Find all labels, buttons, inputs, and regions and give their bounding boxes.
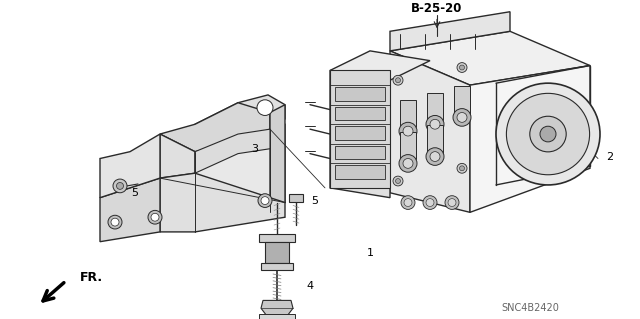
Circle shape bbox=[448, 199, 456, 206]
Circle shape bbox=[403, 126, 413, 136]
FancyBboxPatch shape bbox=[335, 165, 385, 179]
Text: B-25-20: B-25-20 bbox=[412, 2, 463, 15]
Ellipse shape bbox=[506, 93, 589, 175]
FancyBboxPatch shape bbox=[454, 86, 470, 114]
Text: 2: 2 bbox=[607, 152, 614, 161]
FancyBboxPatch shape bbox=[261, 263, 293, 270]
Circle shape bbox=[257, 100, 273, 115]
Circle shape bbox=[401, 196, 415, 209]
Circle shape bbox=[393, 75, 403, 85]
Polygon shape bbox=[100, 178, 160, 242]
Circle shape bbox=[396, 78, 401, 83]
Circle shape bbox=[108, 215, 122, 229]
Text: 1: 1 bbox=[367, 249, 374, 258]
FancyBboxPatch shape bbox=[265, 242, 289, 263]
Circle shape bbox=[430, 152, 440, 161]
Circle shape bbox=[457, 113, 467, 122]
Circle shape bbox=[423, 196, 437, 209]
Ellipse shape bbox=[496, 83, 600, 185]
Polygon shape bbox=[238, 95, 285, 120]
Ellipse shape bbox=[530, 116, 566, 152]
Circle shape bbox=[116, 182, 124, 189]
Circle shape bbox=[445, 196, 459, 209]
Circle shape bbox=[258, 194, 272, 207]
Polygon shape bbox=[195, 129, 270, 173]
FancyBboxPatch shape bbox=[259, 314, 295, 319]
Circle shape bbox=[396, 179, 401, 183]
Circle shape bbox=[261, 197, 269, 204]
Circle shape bbox=[399, 122, 417, 140]
Text: 5: 5 bbox=[131, 188, 138, 198]
FancyBboxPatch shape bbox=[335, 126, 385, 140]
Circle shape bbox=[404, 199, 412, 206]
Polygon shape bbox=[160, 134, 195, 178]
Circle shape bbox=[426, 115, 444, 133]
Polygon shape bbox=[160, 173, 285, 232]
Circle shape bbox=[460, 65, 465, 70]
Polygon shape bbox=[470, 65, 590, 212]
Circle shape bbox=[426, 199, 434, 206]
Polygon shape bbox=[390, 51, 470, 212]
Polygon shape bbox=[330, 70, 390, 198]
Text: 5: 5 bbox=[312, 196, 319, 205]
Polygon shape bbox=[390, 12, 510, 51]
Polygon shape bbox=[195, 103, 285, 232]
Circle shape bbox=[148, 210, 162, 224]
Text: 3: 3 bbox=[252, 144, 259, 154]
FancyBboxPatch shape bbox=[259, 234, 295, 242]
Polygon shape bbox=[160, 103, 270, 152]
Circle shape bbox=[426, 148, 444, 165]
Polygon shape bbox=[270, 105, 285, 212]
Circle shape bbox=[113, 179, 127, 193]
Circle shape bbox=[393, 176, 403, 186]
Text: FR.: FR. bbox=[80, 271, 103, 285]
Circle shape bbox=[403, 159, 413, 168]
Circle shape bbox=[111, 218, 119, 226]
Circle shape bbox=[399, 155, 417, 172]
Circle shape bbox=[430, 119, 440, 129]
Polygon shape bbox=[390, 31, 590, 85]
Polygon shape bbox=[330, 70, 390, 188]
Circle shape bbox=[151, 213, 159, 221]
FancyBboxPatch shape bbox=[427, 125, 443, 153]
FancyBboxPatch shape bbox=[289, 194, 303, 202]
FancyBboxPatch shape bbox=[400, 100, 416, 127]
Circle shape bbox=[460, 166, 465, 171]
Circle shape bbox=[457, 63, 467, 72]
FancyBboxPatch shape bbox=[335, 146, 385, 160]
Circle shape bbox=[540, 126, 556, 142]
FancyBboxPatch shape bbox=[427, 93, 443, 120]
FancyBboxPatch shape bbox=[400, 132, 416, 160]
Polygon shape bbox=[261, 300, 293, 316]
Circle shape bbox=[453, 108, 471, 126]
Text: 4: 4 bbox=[307, 281, 314, 291]
FancyBboxPatch shape bbox=[335, 87, 385, 101]
Polygon shape bbox=[100, 134, 160, 198]
Polygon shape bbox=[330, 51, 430, 80]
FancyBboxPatch shape bbox=[335, 107, 385, 120]
Circle shape bbox=[457, 163, 467, 173]
Text: SNC4B2420: SNC4B2420 bbox=[501, 303, 559, 313]
